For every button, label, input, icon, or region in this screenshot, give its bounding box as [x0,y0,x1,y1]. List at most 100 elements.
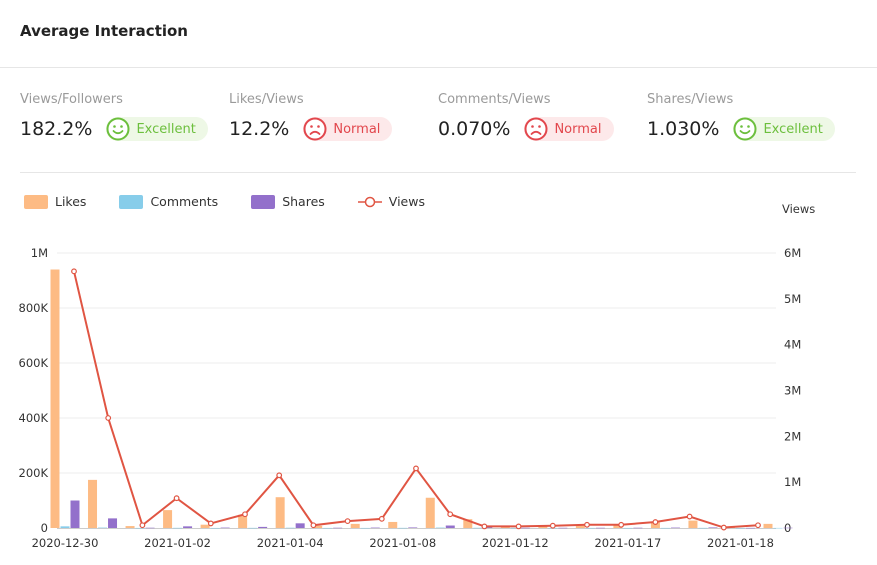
shares-bar [445,525,455,528]
shares-bar [595,527,605,529]
left-tick-label: 800K [19,301,49,315]
views-point [755,522,761,529]
comments-bar [210,527,220,529]
legend-item-shares[interactable]: Shares [251,194,325,209]
right-tick-label: 3M [784,384,801,398]
likes-bar [163,510,173,528]
x-tick-label: 2021-01-02 [144,536,211,550]
likes-bar [125,526,135,528]
status-badge: Excellent [733,117,835,141]
views-point [242,511,248,518]
left-tick-label: 1M [31,246,48,260]
shares-bar [483,527,493,528]
left-tick-label: 200K [19,466,49,480]
metric-label: Likes/Views [229,92,304,107]
views-point [584,521,590,528]
likes-bar [613,524,623,528]
likes-bar [575,525,585,528]
shares-bar [295,523,305,528]
shares-swatch [251,194,276,209]
likes-bar [688,520,698,528]
views-point [413,465,419,472]
left-tick-label: 600K [19,356,49,370]
line-marker-icon [357,196,382,207]
metric-value: 1.030% [647,118,720,140]
views-point [310,522,317,529]
views-point [71,268,77,275]
x-tick-label: 2021-01-04 [257,536,324,550]
views-point [652,519,659,525]
x-tick-label: 2020-12-30 [32,536,99,550]
views-point [481,523,488,530]
views-point [173,495,180,502]
shares-bar [108,518,118,528]
metric-likes-views: Likes/Views 12.2% Normal [229,92,393,141]
comments-bar [510,527,520,529]
status-badge: Excellent [106,117,208,141]
likes-bar [350,523,360,528]
right-tick-label: 4M [784,338,801,352]
right-axis-label: Views [782,202,815,216]
likes-bar [313,525,323,528]
status-text: Excellent [763,121,823,137]
views-point [618,521,625,528]
legend-item-comments[interactable]: Comments [119,194,218,209]
comments-bar [398,527,408,529]
comments-bar [285,527,295,529]
legend-item-likes[interactable]: Likes [24,194,86,209]
x-tick-label: 2021-01-17 [594,536,661,550]
shares-bar [183,526,193,528]
smile-icon [106,117,130,141]
shares-bar [745,527,755,529]
legend-label: Shares [282,194,325,209]
metric-value: 182.2% [20,118,93,140]
right-tick-label: 6M [784,246,801,260]
views-point [378,515,385,522]
shares-bar [370,527,380,529]
likes-bar [275,497,285,528]
metric-label: Comments/Views [438,92,551,107]
metric-label: Shares/Views [647,92,734,107]
legend-label: Comments [150,194,219,209]
comments-bar [435,527,445,529]
frown-icon [524,117,548,141]
comments-bar [623,527,633,529]
page-title: Average Interaction [20,22,188,40]
likes-bar [650,522,660,528]
status-badge: Normal [524,117,614,141]
comments-bar [98,527,108,529]
status-badge: Normal [303,117,393,141]
views-point [207,520,214,527]
likes-bar [88,479,98,528]
x-tick-label: 2021-01-12 [482,536,549,550]
shares-bar [70,500,80,528]
shares-bar [633,527,643,529]
right-tick-label: 1M [784,475,801,489]
left-tick-label: 400K [19,411,49,425]
status-text: Normal [554,121,602,137]
likes-bar [538,526,548,528]
views-point [686,513,693,520]
likes-bar [425,497,435,528]
likes-bar [238,514,248,528]
comments-bar [585,527,595,529]
shares-bar [708,527,718,528]
likes-bar [50,269,60,528]
views-line [73,271,759,529]
metric-label: Views/Followers [20,92,123,107]
metric-views-followers: Views/Followers 182.2% Excellent [20,92,208,141]
comments-bar [660,527,670,529]
shares-bar [145,527,155,529]
comments-bar [135,527,145,529]
views-point [515,523,522,530]
x-tick-label: 2021-01-08 [369,536,436,550]
comments-bar [60,526,70,528]
shares-bar [558,527,568,529]
legend-item-views[interactable]: Views [357,194,425,209]
metric-value: 12.2% [229,118,290,140]
metric-shares-views: Shares/Views 1.030% Excellent [647,92,835,141]
views-point [549,522,556,529]
comments-bar [248,527,258,529]
likes-bar [463,519,473,528]
